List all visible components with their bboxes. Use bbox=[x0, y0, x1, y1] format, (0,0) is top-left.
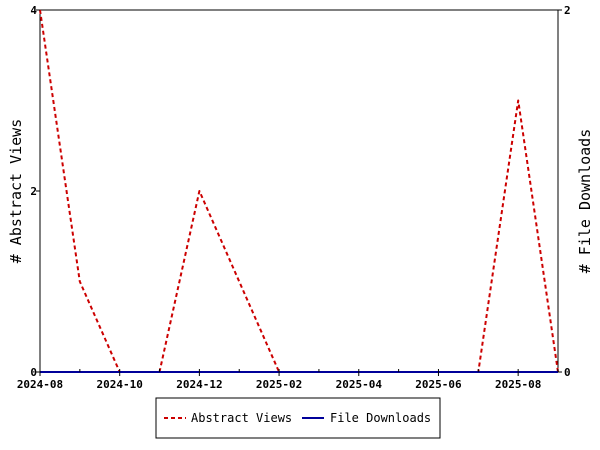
left-y-tick-label: 0 bbox=[30, 366, 37, 379]
legend: Abstract Views File Downloads bbox=[155, 397, 441, 439]
x-tick-label: 2024-12 bbox=[176, 378, 222, 391]
left-y-tick-label: 4 bbox=[30, 4, 37, 17]
x-tick-label: 2024-10 bbox=[97, 378, 143, 391]
x-tick-label: 2025-06 bbox=[415, 378, 462, 391]
x-tick-label: 2024-08 bbox=[17, 378, 63, 391]
x-tick-label: 2025-02 bbox=[256, 378, 302, 391]
legend-label-file-downloads: File Downloads bbox=[330, 411, 431, 425]
left-y-tick-label: 2 bbox=[30, 185, 37, 198]
x-tick-label: 2025-04 bbox=[336, 378, 383, 391]
right-axis-title: # File Downloads bbox=[576, 129, 594, 274]
legend-box bbox=[155, 397, 441, 439]
right-y-tick-label: 2 bbox=[564, 4, 571, 17]
left-axis-title: # Abstract Views bbox=[7, 119, 25, 264]
right-y-tick-label: 0 bbox=[564, 366, 571, 379]
legend-label-abstract-views: Abstract Views bbox=[191, 411, 292, 425]
plot-area bbox=[39, 9, 559, 373]
x-tick-label: 2025-08 bbox=[495, 378, 541, 391]
